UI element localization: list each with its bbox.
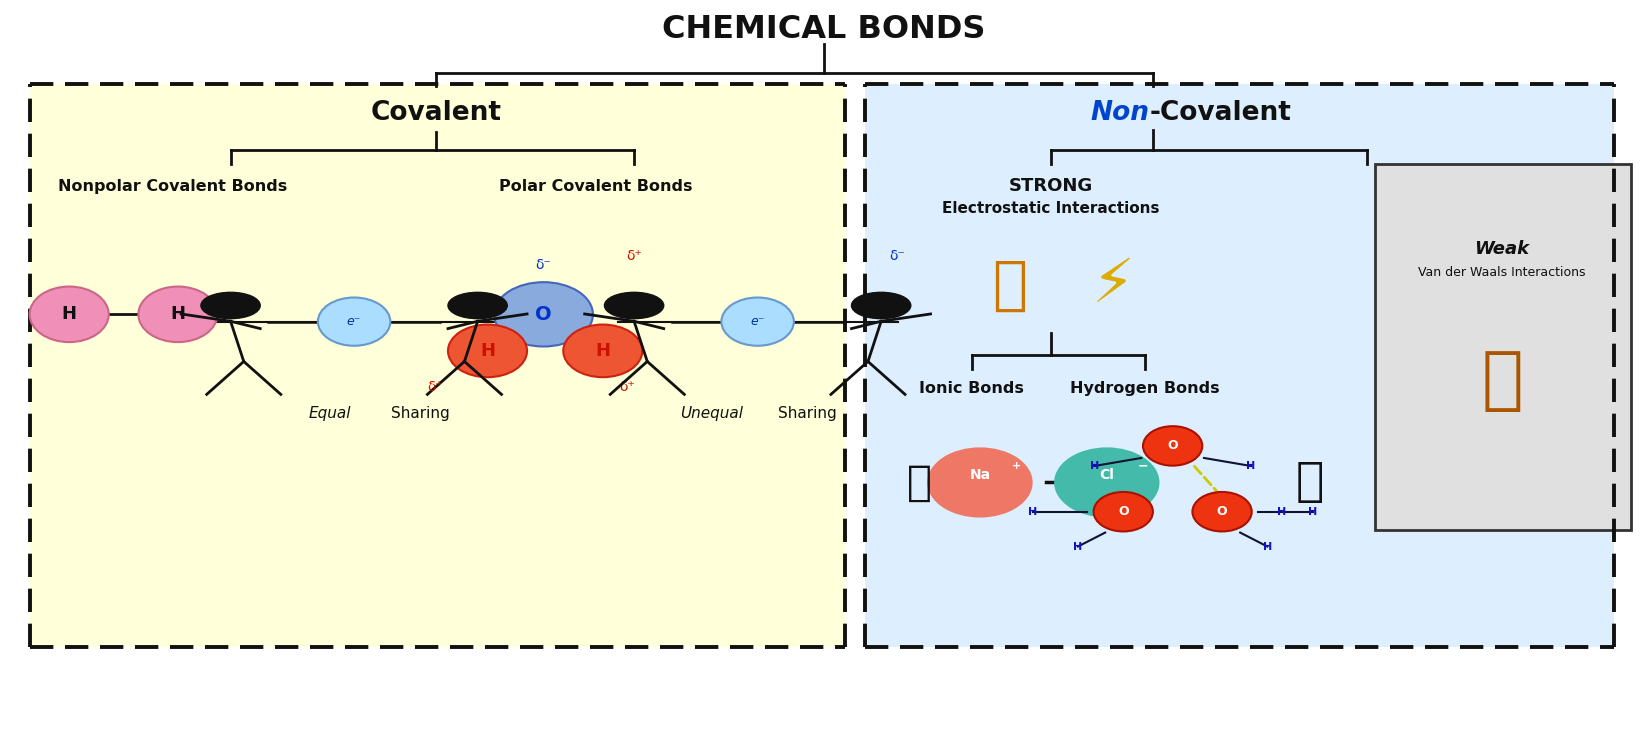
Text: H: H bbox=[1028, 507, 1038, 517]
Text: Unequal: Unequal bbox=[680, 406, 743, 420]
Text: Sharing: Sharing bbox=[777, 406, 837, 420]
Text: H: H bbox=[1263, 542, 1271, 551]
Text: H: H bbox=[1276, 507, 1286, 517]
Text: H: H bbox=[479, 342, 496, 360]
Text: H: H bbox=[1308, 507, 1318, 517]
Text: Polar Covalent Bonds: Polar Covalent Bonds bbox=[499, 179, 693, 194]
FancyBboxPatch shape bbox=[30, 84, 845, 647]
Text: STRONG: STRONG bbox=[1008, 178, 1094, 195]
Text: -Covalent: -Covalent bbox=[1150, 100, 1291, 126]
Text: H: H bbox=[61, 306, 77, 323]
Text: δ⁺: δ⁺ bbox=[427, 380, 443, 395]
FancyBboxPatch shape bbox=[1375, 164, 1631, 530]
Text: Na: Na bbox=[970, 468, 990, 482]
Text: 🧍: 🧍 bbox=[1481, 346, 1523, 414]
Text: e⁻: e⁻ bbox=[751, 315, 764, 328]
Ellipse shape bbox=[1143, 426, 1202, 466]
Circle shape bbox=[448, 292, 507, 319]
Ellipse shape bbox=[448, 325, 527, 377]
Text: 🧊: 🧊 bbox=[1295, 460, 1324, 505]
Text: O: O bbox=[1217, 505, 1227, 518]
Text: H: H bbox=[1090, 461, 1099, 471]
Text: H: H bbox=[1247, 461, 1255, 471]
Ellipse shape bbox=[1192, 492, 1252, 531]
FancyBboxPatch shape bbox=[865, 84, 1614, 647]
Circle shape bbox=[604, 292, 664, 319]
Text: Equal: Equal bbox=[308, 406, 351, 420]
Text: e⁻: e⁻ bbox=[348, 315, 361, 328]
Text: Sharing: Sharing bbox=[390, 406, 450, 420]
Text: O: O bbox=[1168, 439, 1178, 452]
Ellipse shape bbox=[721, 298, 794, 346]
Text: Van der Waals Interactions: Van der Waals Interactions bbox=[1418, 266, 1586, 279]
Text: δ⁺: δ⁺ bbox=[619, 380, 636, 395]
Ellipse shape bbox=[494, 282, 593, 346]
Text: ⚡: ⚡ bbox=[1092, 256, 1135, 314]
Text: +: + bbox=[1011, 461, 1021, 471]
Text: O: O bbox=[1118, 505, 1128, 518]
Text: δ⁻: δ⁻ bbox=[535, 258, 552, 273]
Ellipse shape bbox=[30, 287, 109, 342]
Ellipse shape bbox=[138, 287, 217, 342]
Ellipse shape bbox=[927, 447, 1033, 518]
Text: 🧂: 🧂 bbox=[906, 461, 932, 504]
Ellipse shape bbox=[1094, 492, 1153, 531]
Text: Ionic Bonds: Ionic Bonds bbox=[919, 382, 1024, 396]
Text: 🏋: 🏋 bbox=[991, 257, 1028, 314]
Ellipse shape bbox=[318, 298, 390, 346]
Text: δ⁺: δ⁺ bbox=[626, 249, 642, 263]
Circle shape bbox=[201, 292, 260, 319]
Text: −: − bbox=[1138, 460, 1148, 473]
Text: Cl: Cl bbox=[1099, 468, 1115, 482]
Circle shape bbox=[851, 292, 911, 319]
Text: CHEMICAL BONDS: CHEMICAL BONDS bbox=[662, 14, 985, 45]
Text: Nonpolar Covalent Bonds: Nonpolar Covalent Bonds bbox=[58, 179, 288, 194]
Text: H: H bbox=[1074, 542, 1082, 551]
Ellipse shape bbox=[1054, 447, 1159, 518]
Ellipse shape bbox=[563, 325, 642, 377]
Text: O: O bbox=[535, 305, 552, 324]
Text: H: H bbox=[595, 342, 611, 360]
Text: H: H bbox=[170, 306, 186, 323]
Text: Non: Non bbox=[1090, 100, 1150, 126]
Text: Hydrogen Bonds: Hydrogen Bonds bbox=[1071, 382, 1219, 396]
Text: δ⁻: δ⁻ bbox=[889, 249, 906, 263]
Text: Weak: Weak bbox=[1474, 240, 1530, 257]
Text: Covalent: Covalent bbox=[371, 100, 502, 126]
Text: Electrostatic Interactions: Electrostatic Interactions bbox=[942, 201, 1159, 216]
